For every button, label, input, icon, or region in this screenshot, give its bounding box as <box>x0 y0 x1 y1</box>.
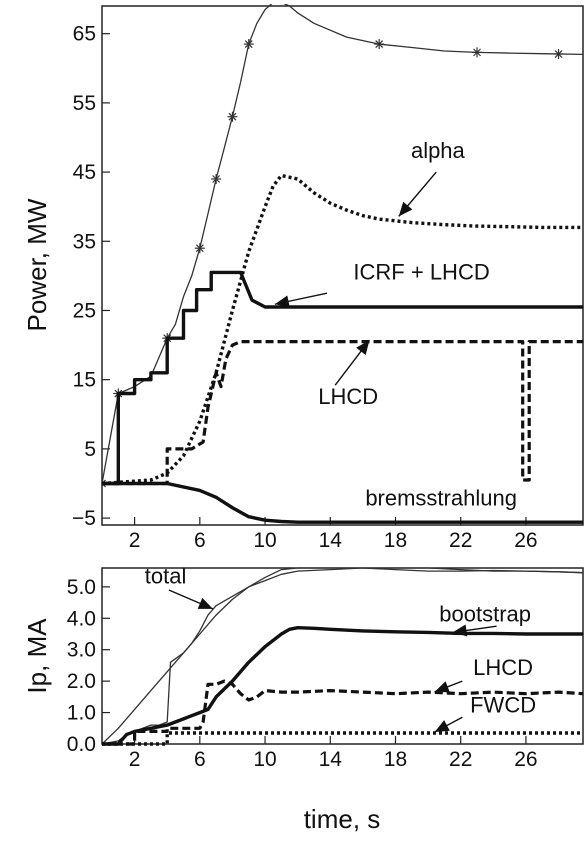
y-tick-label: 15 <box>73 369 96 392</box>
x-tick-label: 14 <box>319 748 343 771</box>
current-panel: 2 6 10 14 18 22 260.01.02.03.04.05.0 totalboots… <box>67 564 584 771</box>
series-line-icrf-lhcd <box>102 270 583 486</box>
x-tick-label: 10 <box>253 748 276 771</box>
series-line-lhcd <box>102 679 583 746</box>
annotation-label: LHCD <box>318 384 378 409</box>
arrowhead <box>434 681 450 693</box>
annotation-label: bremsstrahlung <box>365 486 517 511</box>
y-tick-label: 65 <box>73 23 96 46</box>
y-tick-label: 5.0 <box>67 576 96 599</box>
x-tick-label: 26 <box>514 748 537 771</box>
annotation-label: FWCD <box>470 693 536 718</box>
x-tick-label: 6 <box>194 529 206 552</box>
series-line-bremsstrahlung <box>102 481 583 524</box>
y-tick-label: 3.0 <box>67 639 96 662</box>
y-tick-label: 25 <box>73 299 96 322</box>
annotation-label: LHCD <box>473 655 533 680</box>
time-xlabel: time, s <box>304 804 381 834</box>
x-tick-label: 2 <box>129 748 141 771</box>
star-marker <box>374 39 385 50</box>
y-tick-label: 55 <box>73 92 96 115</box>
series-line-bootstrap <box>102 626 583 746</box>
power-ylabel: Power, MW <box>22 198 52 331</box>
plot-frame <box>101 5 584 526</box>
annotation-label: bootstrap <box>439 601 531 626</box>
y-tick-label: 5 <box>84 438 96 461</box>
y-tick-label: 0.0 <box>67 733 96 756</box>
y-tick-label: 2.0 <box>67 670 96 693</box>
y-tick-label: 4.0 <box>67 607 96 630</box>
star-marker <box>472 47 483 58</box>
series-line-fwcd <box>102 731 583 746</box>
star-marker <box>243 39 254 50</box>
series-line-alpha <box>102 173 583 486</box>
star-marker <box>553 49 564 60</box>
arrowhead <box>434 720 450 733</box>
annotation-label: total <box>145 564 187 589</box>
x-tick-label: 10 <box>253 529 276 552</box>
annotation-label: alpha <box>411 138 466 163</box>
y-tick-label: 45 <box>73 161 96 184</box>
star-marker <box>194 243 205 254</box>
x-tick-label: 14 <box>319 529 343 552</box>
x-tick-label: 6 <box>194 748 206 771</box>
x-tick-label: 26 <box>514 529 537 552</box>
x-tick-label: 18 <box>384 529 407 552</box>
series-line <box>102 4 583 484</box>
star-marker <box>227 111 238 122</box>
series-line-lhcd <box>102 340 583 486</box>
arrowhead <box>197 597 213 609</box>
arrowhead <box>452 624 468 637</box>
y-tick-label: 1.0 <box>67 702 96 725</box>
series-line <box>102 567 583 745</box>
arrowhead <box>356 340 370 356</box>
x-tick-label: 22 <box>449 529 472 552</box>
arrowhead <box>274 295 290 308</box>
y-tick-label: 35 <box>73 230 96 253</box>
current-ylabel: Ip, MA <box>22 618 52 694</box>
star-marker <box>211 174 222 184</box>
x-tick-label: 22 <box>449 748 472 771</box>
y-tick-label: −5 <box>72 507 96 530</box>
annotation-label: ICRF + LHCD <box>353 259 489 284</box>
x-tick-label: 18 <box>384 748 407 771</box>
x-tick-label: 2 <box>129 529 141 552</box>
arrowhead <box>398 201 413 217</box>
